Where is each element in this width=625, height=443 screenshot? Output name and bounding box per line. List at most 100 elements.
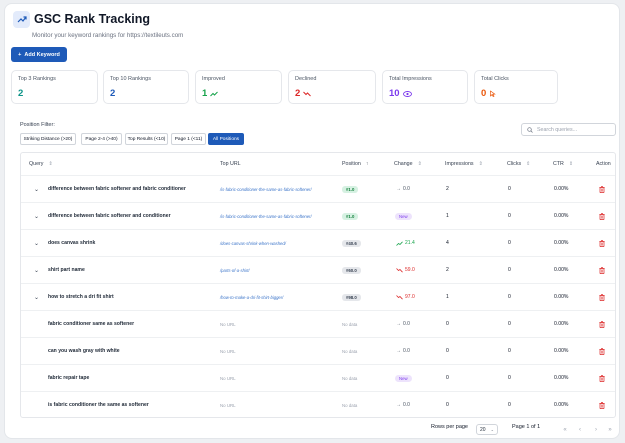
column-header-query[interactable]: Query ⇕ xyxy=(29,161,53,167)
delete-button[interactable] xyxy=(599,392,605,418)
query-text: does canvas shrink xyxy=(48,240,96,246)
stat-value: 2 xyxy=(110,88,116,99)
position-cell: #60.0 xyxy=(342,257,361,283)
trash-icon xyxy=(599,293,605,301)
delete-button[interactable] xyxy=(599,257,605,283)
filter-chip-top-results[interactable]: Top Results (<10) xyxy=(125,133,168,145)
delete-button[interactable] xyxy=(599,284,605,310)
clicks-value: 0 xyxy=(508,267,511,273)
top-url: No URL xyxy=(220,402,236,408)
delete-button[interactable] xyxy=(599,311,605,337)
rows-per-page-select[interactable]: 20 ⌄ xyxy=(476,424,498,435)
last-page-button[interactable]: » xyxy=(608,426,612,433)
chevron-down-icon: ⌄ xyxy=(490,427,494,432)
filter-chip-page-2-4[interactable]: Page 2-4 (>40) xyxy=(81,133,122,145)
arrow-right-icon: → xyxy=(396,402,401,408)
ctr-value: 0.00% xyxy=(554,213,569,219)
delete-button[interactable] xyxy=(599,203,605,229)
expand-chevron-icon[interactable]: ⌄ xyxy=(34,213,40,220)
top-url[interactable]: /is-fabric-conditioner-the-same-as-fabri… xyxy=(220,213,312,219)
column-header-clicks[interactable]: Clicks ⇕ xyxy=(507,161,531,167)
next-page-button[interactable]: › xyxy=(595,426,597,433)
delete-button[interactable] xyxy=(599,365,605,391)
trend-down-icon xyxy=(396,267,403,272)
trash-icon xyxy=(599,239,605,247)
impressions-value: 0 xyxy=(446,402,449,408)
delete-button[interactable] xyxy=(599,230,605,256)
ctr-value: 0.00% xyxy=(554,375,569,381)
impressions-value: 4 xyxy=(446,240,449,246)
filter-chip-striking-distance[interactable]: Striking Distance (>20) xyxy=(20,133,76,145)
query-text: is fabric conditioner the same as soften… xyxy=(48,402,149,408)
page-subtitle: Monitor your keyword rankings for https:… xyxy=(32,32,184,39)
prev-page-button[interactable]: ‹ xyxy=(579,426,581,433)
table-row[interactable]: is fabric conditioner the same as soften… xyxy=(21,391,615,418)
column-header-position[interactable]: Position ↑ xyxy=(342,161,369,167)
top-url[interactable]: /does-canvas-shrink-when-washed/ xyxy=(220,240,286,246)
column-header-change[interactable]: Change ⇕ xyxy=(394,161,422,167)
stat-label: Declined xyxy=(295,76,317,82)
impressions-value: 1 xyxy=(446,294,449,300)
expand-chevron-icon[interactable]: ⌄ xyxy=(34,294,40,301)
sort-icon: ⇕ xyxy=(417,161,422,167)
filter-chip-all-positions[interactable]: All Positions xyxy=(208,133,244,145)
delete-button[interactable] xyxy=(599,176,605,202)
search-icon xyxy=(527,126,533,133)
ctr-value: 0.00% xyxy=(554,348,569,354)
arrow-right-icon: → xyxy=(396,348,401,354)
table-row[interactable]: ⌄ how to stretch a dri fit shirt/how-to-m… xyxy=(21,283,615,310)
top-url[interactable]: /is-fabric-conditioner-the-same-as-fabri… xyxy=(220,186,312,192)
table-row[interactable]: ⌄ does canvas shrink/does-canvas-shrink-w… xyxy=(21,229,615,256)
table-row[interactable]: ⌄ difference between fabric softener and … xyxy=(21,175,615,202)
position-badge: #1.0 xyxy=(342,185,359,193)
impressions-value: 1 xyxy=(446,213,449,219)
click-icon xyxy=(490,90,497,97)
position-value: No data xyxy=(342,375,358,381)
change-cell: 21.4 xyxy=(396,230,415,256)
delete-button[interactable] xyxy=(599,338,605,364)
filter-chip-page-1[interactable]: Page 1 (<11) xyxy=(171,133,206,145)
table-row[interactable]: fabric conditioner same as softener No UR… xyxy=(21,310,615,337)
expand-chevron-icon[interactable]: ⌄ xyxy=(34,240,40,247)
change-cell: 97.0 xyxy=(396,284,415,310)
table-row[interactable]: ⌄ shirt part name/parts-of-a-shirt/ #60.0 5… xyxy=(21,256,615,283)
stat-value: 0 xyxy=(481,88,551,99)
expand-chevron-icon[interactable]: ⌄ xyxy=(34,267,40,274)
query-text: fabric conditioner same as softener xyxy=(48,321,135,327)
query-text: difference between fabric softener and c… xyxy=(48,213,171,219)
new-badge: New xyxy=(395,374,412,382)
table-row[interactable]: can you wash gray with white No URL No dat… xyxy=(21,337,615,364)
rows-per-page-label: Rows per page xyxy=(431,424,468,430)
change-value: 59.0 xyxy=(405,267,415,273)
column-header-impressions[interactable]: Impressions ⇕ xyxy=(445,161,483,167)
expand-chevron-icon[interactable]: ⌄ xyxy=(34,186,40,193)
trend-down-icon xyxy=(396,294,403,299)
rankings-table: Query ⇕ Top URL Position ↑ Change ⇕ Impress… xyxy=(20,152,616,418)
trash-icon xyxy=(599,212,605,220)
change-value: 0.0 xyxy=(403,186,410,192)
impressions-value: 2 xyxy=(446,186,449,192)
table-row[interactable]: fabric repair tape No URL No data New 0 0 0.00… xyxy=(21,364,615,391)
trash-icon xyxy=(599,185,605,193)
clicks-value: 0 xyxy=(508,240,511,246)
add-keyword-button[interactable]: + Add Keyword xyxy=(11,47,67,62)
impressions-value: 0 xyxy=(446,348,449,354)
top-url[interactable]: /parts-of-a-shirt/ xyxy=(220,267,250,273)
trash-icon xyxy=(599,320,605,328)
first-page-button[interactable]: « xyxy=(563,426,567,433)
stat-value: 1 xyxy=(202,88,275,99)
trash-icon xyxy=(599,266,605,274)
top-url: No URL xyxy=(220,348,236,354)
column-header-ctr[interactable]: CTR ⇕ xyxy=(553,161,574,167)
query-text: how to stretch a dri fit shirt xyxy=(48,294,114,300)
table-row[interactable]: ⌄ difference between fabric softener and … xyxy=(21,202,615,229)
ctr-value: 0.00% xyxy=(554,402,569,408)
trend-up-icon xyxy=(13,11,30,28)
search-input[interactable]: Search queries... xyxy=(521,123,616,136)
position-cell: #1.0 xyxy=(342,176,359,202)
position-badge: #98.0 xyxy=(342,293,361,301)
stat-card-top3: Top 3 Rankings 2 xyxy=(11,70,98,104)
arrow-right-icon: → xyxy=(396,321,401,327)
top-url[interactable]: /how-to-make-a-dri-fit-shirt-bigger/ xyxy=(220,294,284,300)
stat-card-impressions: Total Impressions 10 xyxy=(382,70,468,104)
